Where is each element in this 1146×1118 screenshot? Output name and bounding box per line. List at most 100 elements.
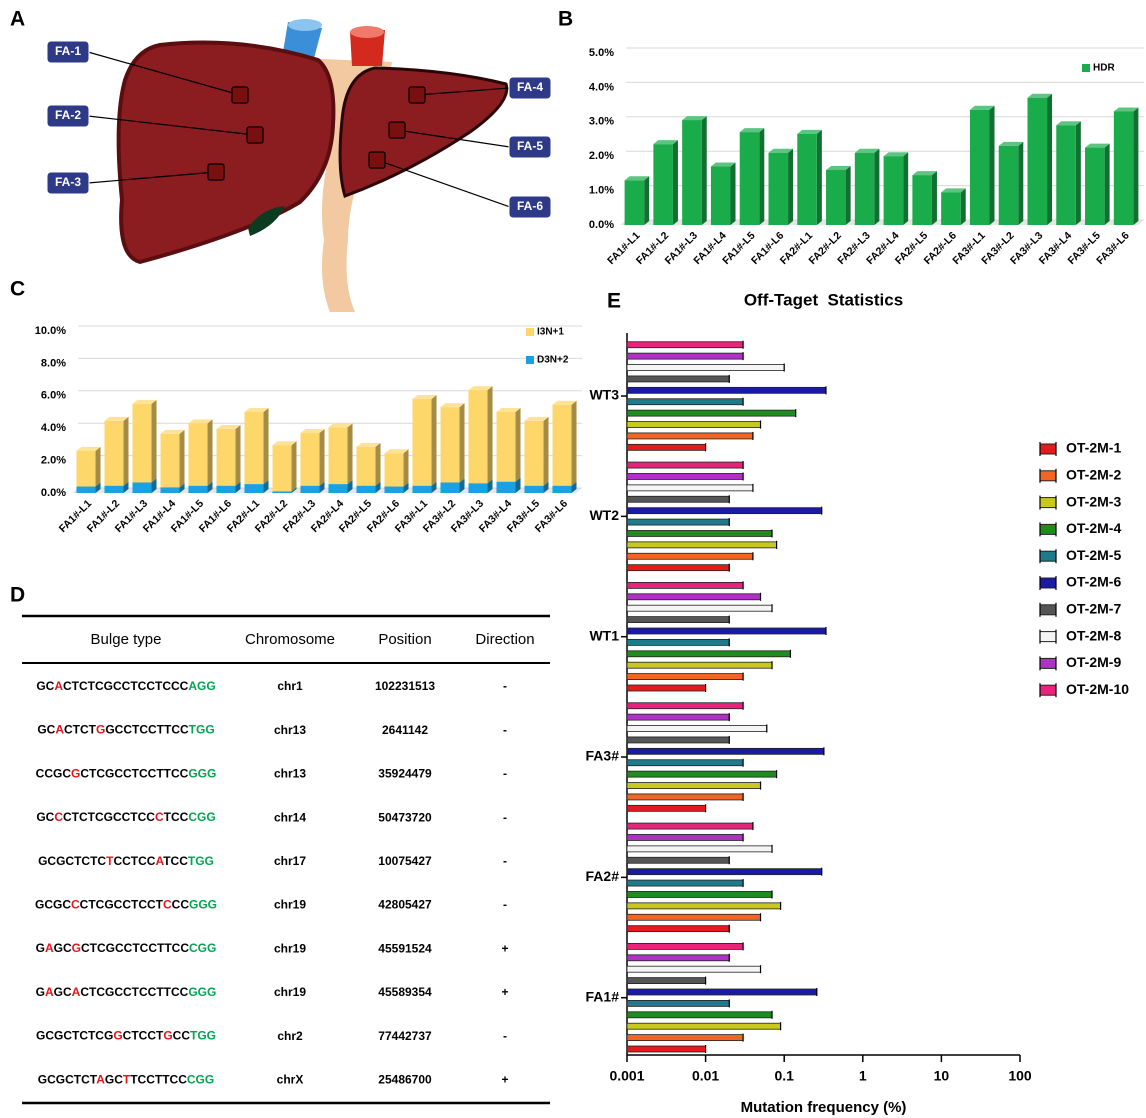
legend-swatch xyxy=(1040,471,1056,481)
table-cell: 35924479 xyxy=(378,767,432,781)
legend-swatch xyxy=(1040,632,1056,642)
bar xyxy=(1085,148,1105,225)
sequence-part: C xyxy=(71,898,80,912)
bar xyxy=(627,834,743,840)
legend-label: OT-2M-7 xyxy=(1066,601,1121,617)
vessel-top xyxy=(288,19,322,31)
bar-side xyxy=(516,408,521,482)
sequence-part: GCCTCCTTCC xyxy=(105,723,189,737)
sequence-part: GC xyxy=(37,723,55,737)
bar xyxy=(244,484,263,493)
bar-side xyxy=(348,423,353,484)
bar-side xyxy=(264,408,269,484)
y-tick-label: 5.0% xyxy=(589,47,614,59)
table-header: Bulge type xyxy=(91,631,162,648)
bar xyxy=(627,353,743,359)
bar xyxy=(627,857,729,863)
sequence-part: TGG xyxy=(188,854,214,868)
bar xyxy=(627,342,743,348)
sequence-part: CTCCT xyxy=(123,1029,164,1043)
y-tick-label: 4.0% xyxy=(589,81,614,93)
bar xyxy=(627,903,781,909)
bar xyxy=(627,422,761,428)
legend-swatch xyxy=(1040,658,1056,668)
bar xyxy=(711,167,731,225)
bar xyxy=(627,978,706,984)
bar-side xyxy=(1133,107,1138,225)
bar xyxy=(627,714,729,720)
bar xyxy=(627,565,729,571)
bar xyxy=(300,486,319,493)
bar-side xyxy=(1018,142,1023,225)
bar xyxy=(627,553,753,559)
table-cell: chr2 xyxy=(277,1029,303,1043)
bar xyxy=(524,421,543,486)
bar xyxy=(653,144,673,225)
y-tick-label: 1.0% xyxy=(589,185,614,197)
bar xyxy=(627,846,772,852)
sequence-part: GGG xyxy=(188,767,216,781)
bar xyxy=(188,423,207,485)
bar xyxy=(468,390,487,483)
bar xyxy=(797,134,817,225)
bar-side xyxy=(788,149,793,225)
sequence-part: TCCTTCC xyxy=(130,1072,187,1086)
bar xyxy=(627,410,796,416)
bar xyxy=(627,542,777,548)
table-cell: - xyxy=(503,679,507,693)
bar xyxy=(627,594,761,600)
bar xyxy=(855,153,875,225)
bar xyxy=(440,407,459,482)
bar-side xyxy=(1047,94,1052,225)
page: { "panel_labels": ["A", "B", "C", "D", "… xyxy=(0,0,1146,1118)
bar-side xyxy=(673,140,678,225)
site-label: FA-5 xyxy=(517,139,543,153)
sequence-part: GC xyxy=(54,941,72,955)
bar xyxy=(272,491,291,493)
bulge-sequence: GAGCGCTCGCCTCCTTCCCGG xyxy=(36,941,217,955)
bar-side xyxy=(903,152,908,225)
table-cell: chr13 xyxy=(274,767,306,781)
sequence-part: CTCTCGCCTCC xyxy=(63,810,155,824)
bar-side xyxy=(1105,144,1110,225)
table-cell: + xyxy=(501,941,508,955)
table-cell: - xyxy=(503,1029,507,1043)
bar xyxy=(627,473,743,479)
legend-label: OT-2M-1 xyxy=(1066,440,1121,456)
table-cell: chr19 xyxy=(274,898,306,912)
pointer xyxy=(377,160,510,207)
sequence-part: A xyxy=(55,723,64,737)
table-cell: - xyxy=(503,854,507,868)
bar xyxy=(627,376,729,382)
legend-swatch xyxy=(1040,605,1056,615)
table-header: Chromosome xyxy=(245,631,335,648)
bar-side xyxy=(460,403,465,482)
site xyxy=(389,122,405,138)
figure: A B C D E xyxy=(0,0,1146,1118)
panel-label: E xyxy=(607,290,621,313)
bar xyxy=(356,486,375,493)
table-cell: 102231513 xyxy=(375,679,435,693)
bar xyxy=(132,404,151,483)
bar-side xyxy=(846,166,851,225)
bar xyxy=(627,966,761,972)
site-label: FA-1 xyxy=(55,44,81,58)
sequence-part: TGG xyxy=(190,1029,216,1043)
site-label: FA-6 xyxy=(517,199,543,213)
sequence-part: CC xyxy=(173,1029,191,1043)
legend-label: OT-2M-3 xyxy=(1066,493,1121,509)
bar-side xyxy=(96,447,101,487)
bar xyxy=(328,484,347,493)
sequence-part: GCGCTCTC xyxy=(38,854,106,868)
table-cell: 45591524 xyxy=(378,941,432,955)
bar xyxy=(627,748,824,754)
bar xyxy=(627,530,772,536)
bar xyxy=(627,880,743,886)
bar xyxy=(627,605,772,611)
bulge-sequence: CCGCGCTCGCCTCCTTCCGGG xyxy=(36,767,217,781)
legend-swatch xyxy=(1040,685,1056,695)
bulge-sequence: GCGCTCTCTCCTCCATCCTGG xyxy=(38,854,214,868)
bulge-sequence: GAGCACTCGCCTCCTTCCGGG xyxy=(36,985,217,999)
table-cell: + xyxy=(501,1072,508,1086)
table-cell: chr14 xyxy=(274,810,306,824)
